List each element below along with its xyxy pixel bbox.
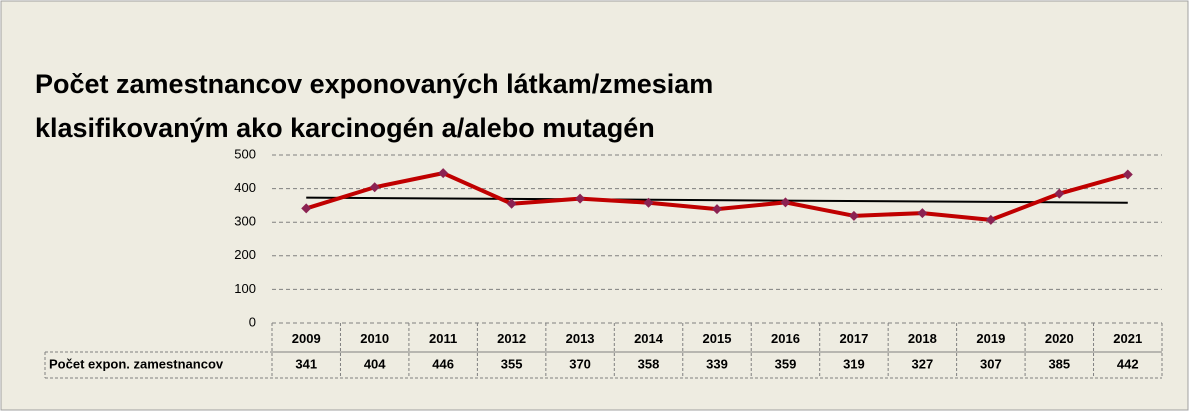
table-value: 307 [980,356,1002,371]
x-tick-label: 2009 [292,331,321,346]
data-point [643,197,654,208]
data-point [780,197,791,208]
trendline [306,196,1128,204]
data-point [985,214,996,225]
x-tick-label: 2017 [839,331,868,346]
table-value: 446 [432,356,454,371]
chart-title: Počet zamestnancov exponovaných látkam/z… [35,69,713,99]
y-tick-label: 400 [234,180,256,195]
x-tick-label: 2019 [976,331,1005,346]
data-point [917,208,928,219]
y-tick-label: 200 [234,247,256,262]
chart-title: klasifikovaným ako karcinogén a/alebo mu… [35,113,655,143]
data-point [438,168,449,179]
data-point [1122,169,1133,180]
data-point [575,193,586,204]
table-value: 319 [843,356,865,371]
y-tick-label: 500 [234,146,256,161]
table-value: 370 [569,356,591,371]
data-point [369,182,380,193]
data-point [506,198,517,209]
table-value: 341 [295,356,317,371]
table-value: 327 [912,356,934,371]
data-point [301,203,312,214]
x-tick-label: 2011 [429,331,457,346]
x-tick-label: 2015 [703,331,732,346]
table-value: 358 [638,356,660,371]
x-tick-label: 2014 [634,331,664,346]
legend-entry: Počet expon. zamestnancov [49,356,224,371]
y-tick-label: 0 [249,314,256,329]
table-value: 339 [706,356,728,371]
table-value: 385 [1048,356,1070,371]
x-tick-label: 2013 [566,331,595,346]
x-tick-label: 2020 [1045,331,1074,346]
y-tick-label: 100 [234,281,256,296]
x-tick-label: 2018 [908,331,937,346]
x-tick-label: 2012 [497,331,526,346]
x-tick-label: 2016 [771,331,800,346]
data-point [848,210,859,221]
data-point [1054,188,1065,199]
data-point [712,204,722,215]
x-tick-label: 2021 [1113,331,1142,346]
table-value: 404 [364,356,386,371]
x-tick-label: 2010 [360,331,389,346]
table-value: 355 [501,356,523,371]
table-value: 359 [775,356,797,371]
table-value: 442 [1117,356,1139,371]
y-tick-label: 300 [234,214,256,229]
